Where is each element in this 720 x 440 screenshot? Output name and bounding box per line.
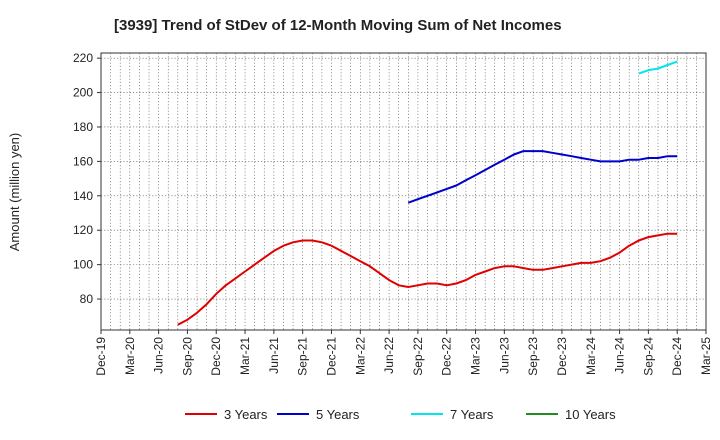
legend: 3 Years 5 Years 7 Years 10 Years [185,407,616,422]
y-tick-label: 80 [80,292,94,306]
y-axis-ticks: 80 100 120 140 160 180 200 220 [73,51,101,306]
plot-area [100,52,707,331]
legend-label-5-years: 5 Years [316,407,360,422]
y-tick-label: 100 [73,258,93,272]
x-tick-label: Mar-22 [353,337,367,375]
x-tick-label: Jun-21 [267,337,281,374]
series-lines [177,60,678,326]
x-tick-label: Dec-21 [324,337,338,376]
x-axis-ticks: Dec-19 Mar-20 Jun-20 Sep-20 Dec-20 Mar-21 Jun-… [94,330,713,376]
x-tick-label: Sep-20 [180,337,194,376]
x-tick-label: Mar-20 [123,337,137,375]
x-tick-label: Dec-19 [94,337,108,376]
series-line-7-years [638,60,678,75]
x-tick-label: Jun-23 [497,337,511,374]
x-tick-label: Dec-23 [555,337,569,376]
y-tick-label: 220 [73,51,93,65]
legend-label-7-years: 7 Years [450,407,494,422]
y-tick-label: 140 [73,189,93,203]
legend-label-10-years: 10 Years [565,407,616,422]
x-tick-label: Mar-24 [584,337,598,375]
grid [101,53,706,330]
y-axis-label: Amount (million yen) [7,133,22,252]
series-line-3-years [177,232,678,326]
x-tick-label: Sep-21 [296,337,310,376]
chart-title: [3939] Trend of StDev of 12-Month Moving… [114,17,562,34]
y-tick-label: 180 [73,120,93,134]
y-tick-label: 160 [73,154,93,168]
y-tick-label: 120 [73,223,93,237]
x-tick-label: Jun-20 [152,337,166,374]
x-tick-label: Sep-22 [411,337,425,376]
x-tick-label: Jun-22 [382,337,396,374]
x-tick-label: Dec-20 [209,337,223,376]
legend-label-3-years: 3 Years [224,407,268,422]
x-tick-label: Sep-23 [526,337,540,376]
x-tick-label: Dec-24 [670,337,684,376]
x-tick-label: Dec-22 [440,337,454,376]
series-line-5-years [407,150,678,204]
y-tick-label: 200 [73,86,93,100]
x-tick-label: Mar-25 [699,337,713,375]
x-tick-label: Sep-24 [641,337,655,376]
x-tick-label: Mar-21 [238,337,252,375]
x-tick-label: Mar-23 [469,337,483,375]
x-tick-label: Jun-24 [613,337,627,374]
